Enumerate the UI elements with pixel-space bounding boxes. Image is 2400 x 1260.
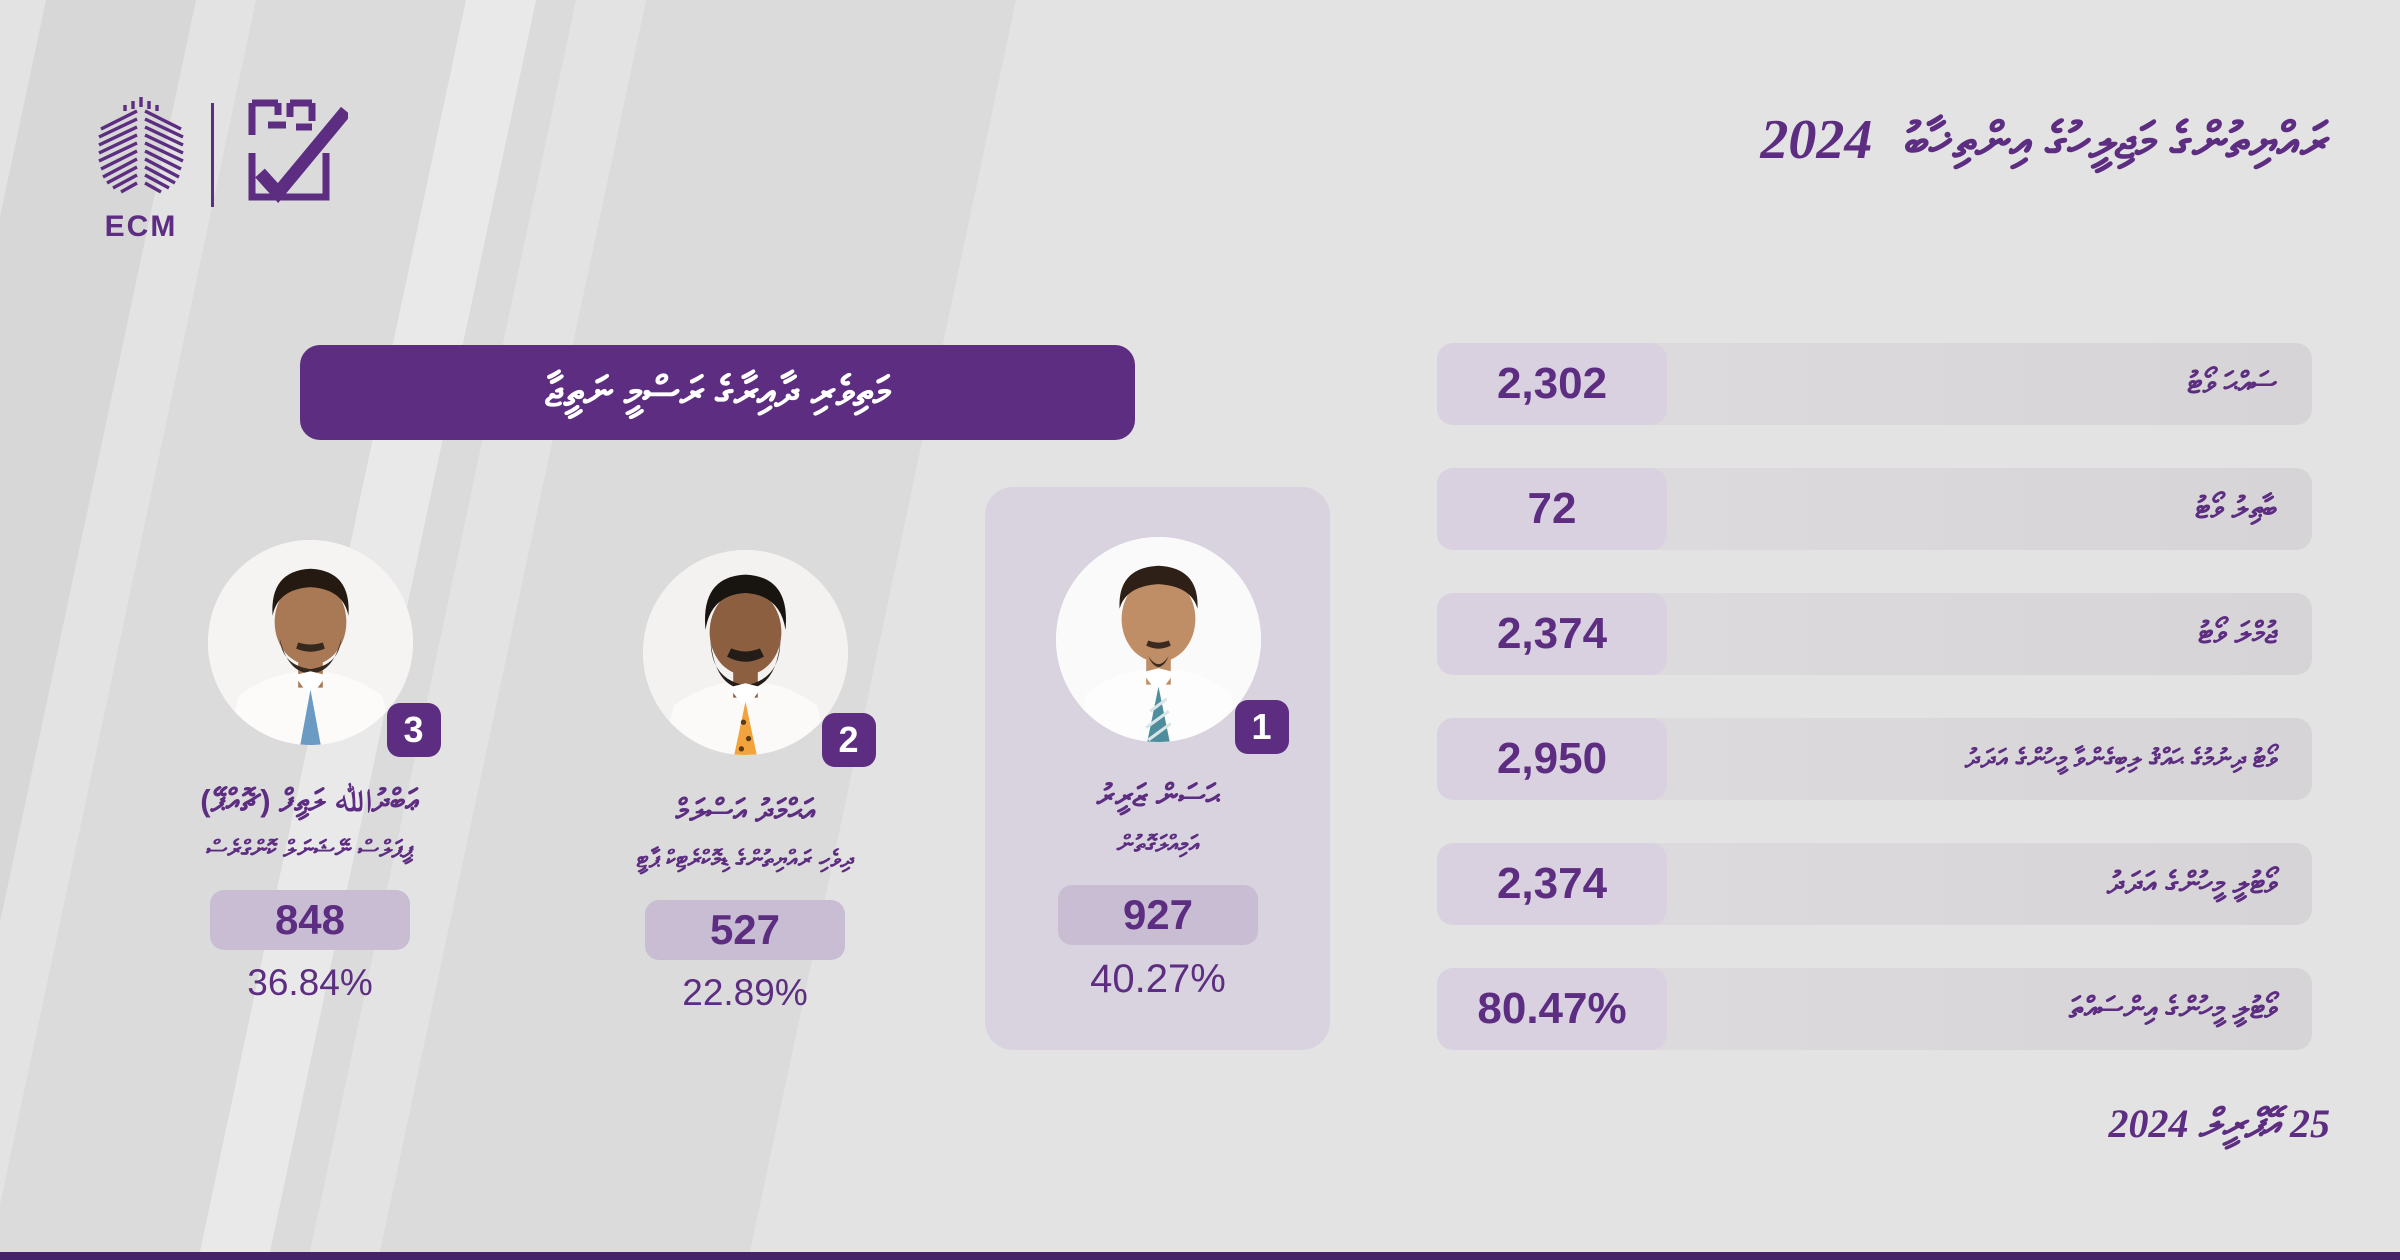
- footer-bar: [0, 1252, 2400, 1260]
- rank-number: 2: [838, 719, 859, 760]
- candidate-name: ޢަބްދުﷲ ލަޠީފް (ޗޮއްޕޭ): [200, 783, 420, 818]
- candidate-photo: [642, 550, 848, 755]
- vote-count: 527: [709, 906, 781, 953]
- candidate-party: ދިވެހި ރައްޔިތުންގެ ޑިމޮކްރެޓިކް ޕާޓީ: [636, 846, 854, 873]
- stat-row-invalid-votes: ބާޠިލު ވޯޓު 72: [1437, 468, 2312, 550]
- page-title-year: 2024: [1760, 109, 1873, 171]
- stat-row-total-votes: ޖުމްލަ ވޯޓު 2,374: [1437, 593, 2312, 675]
- page-title: ރައްޔިތުންގެ މަޖިލީހުގެ އިންތިޚާބު 2024: [1760, 108, 2330, 172]
- stat-label: ވޯޓުލީ މީހުންގެ އިންސައްތަ: [2068, 992, 2277, 1025]
- vote-percentage: 40.27%: [1090, 957, 1226, 1001]
- ecm-logo-text: ECM: [104, 210, 178, 243]
- stat-value: 2,302: [1437, 343, 1667, 425]
- stat-value: 2,374: [1437, 843, 1667, 925]
- stat-row-turnout-percentage: ވޯޓުލީ މީހުންގެ އިންސައްތަ 80.47%: [1437, 968, 2312, 1050]
- stat-label: ވޯޓު ދިނުމުގެ ޙައްޤު ލިބިގެންވާ މީހުންގެ…: [1964, 743, 2277, 773]
- ecm-cube-logo-icon: [95, 95, 187, 208]
- candidate-photo: [207, 540, 413, 745]
- stat-value: 2,374: [1437, 593, 1667, 675]
- rank-number: 3: [403, 709, 424, 750]
- vote-count-pill: 927: [1058, 885, 1258, 945]
- stat-label: ވޯޓުލީ މީހުންގެ އަދަދު: [2106, 867, 2277, 900]
- stat-row-valid-votes: ސައްޙަ ވޯޓު 2,302: [1437, 343, 2312, 425]
- rank-badge: 2: [821, 713, 876, 767]
- stat-label: ސައްޙަ ވޯޓު: [2187, 367, 2277, 400]
- stat-value: 80.47%: [1437, 968, 1667, 1050]
- logo-block: ECM: [95, 95, 352, 244]
- rank-badge: 1: [1234, 700, 1289, 754]
- stat-value: 72: [1437, 468, 1667, 550]
- logo-divider: [211, 103, 214, 207]
- vote24-checkmark-logo-icon: [238, 95, 352, 210]
- stat-label: ޖުމްލަ ވޯޓު: [2198, 617, 2277, 650]
- vote-count: 927: [1122, 891, 1194, 938]
- vote-count-pill: 848: [210, 890, 410, 950]
- candidate-card-1: 1 ޙަސަން ޒަރީރު އަމިއްލަގޮތުން 927 40.27…: [948, 537, 1368, 1002]
- page-title-thaana: ރައްޔިތުންގެ މަޖިލީހުގެ އިންތިޚާބު: [1904, 113, 2330, 169]
- stat-row-turnout-count: ވޯޓުލީ މީހުންގެ އަދަދު 2,374: [1437, 843, 2312, 925]
- constituency-banner-text: މަތިވެރި ދާއިރާގެ ރަސްމީ ނަތީޖާ: [544, 368, 891, 415]
- candidate-name: ޙަސަން ޒަރީރު: [1096, 778, 1220, 813]
- vote-count: 848: [274, 896, 346, 943]
- constituency-banner: މަތިވެރި ދާއިރާގެ ރަސްމީ ނަތީޖާ: [300, 345, 1135, 440]
- candidate-photo: [1055, 537, 1261, 742]
- results-summary: ސައްޙަ ވޯޓު 2,302 ބާޠިލު ވޯޓު 72 ޖުމްލަ …: [1437, 343, 2312, 1093]
- stat-label: ބާޠިލު ވޯޓު: [2195, 492, 2277, 525]
- stat-value: 2,950: [1437, 718, 1667, 800]
- stat-row-eligible-voters: ވޯޓު ދިނުމުގެ ޙައްޤު ލިބިގެންވާ މީހުންގެ…: [1437, 718, 2312, 800]
- candidate-party: އަމިއްލަގޮތުން: [1116, 831, 1200, 858]
- candidate-party: ޕީޕަލްސް ނޭޝަނަލް ކޮންގްރެސް: [206, 836, 414, 863]
- vote-percentage: 36.84%: [247, 962, 373, 1003]
- rank-number: 1: [1251, 706, 1272, 747]
- candidate-card-2: 2 އަޙްމަދު އަސްލަމް ދިވެހި ރައްޔިތުންގެ …: [535, 550, 955, 1014]
- vote-percentage: 22.89%: [682, 972, 808, 1013]
- candidate-card-3: 3 ޢަބްދުﷲ ލަޠީފް (ޗޮއްޕޭ) ޕީޕަލްސް ނޭޝަނ…: [100, 540, 520, 1004]
- vote-count-pill: 527: [645, 900, 845, 960]
- rank-badge: 3: [386, 703, 441, 757]
- candidate-name: އަޙްމަދު އަސްލަމް: [675, 793, 815, 828]
- result-date: 25 އޭޕްރީލް 2024: [2108, 1101, 2330, 1146]
